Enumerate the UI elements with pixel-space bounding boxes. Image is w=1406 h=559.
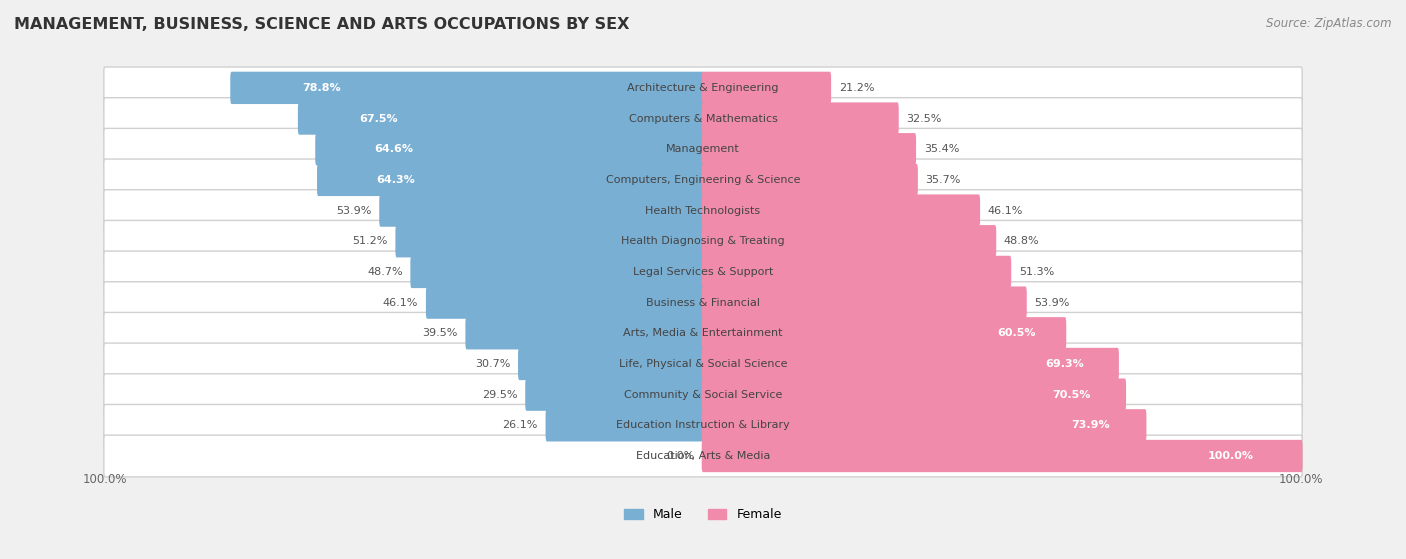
- Text: 53.9%: 53.9%: [1035, 297, 1070, 307]
- Text: 67.5%: 67.5%: [360, 113, 398, 124]
- Text: 26.1%: 26.1%: [502, 420, 538, 430]
- FancyBboxPatch shape: [104, 312, 1302, 354]
- Text: Business & Financial: Business & Financial: [645, 297, 761, 307]
- Text: 48.8%: 48.8%: [1004, 236, 1039, 247]
- Text: 35.7%: 35.7%: [925, 175, 960, 185]
- Text: Arts, Media & Entertainment: Arts, Media & Entertainment: [623, 328, 783, 338]
- Text: Source: ZipAtlas.com: Source: ZipAtlas.com: [1267, 17, 1392, 30]
- FancyBboxPatch shape: [104, 129, 1302, 170]
- FancyBboxPatch shape: [104, 251, 1302, 293]
- FancyBboxPatch shape: [546, 409, 704, 442]
- Text: 30.7%: 30.7%: [475, 359, 510, 369]
- Text: 78.8%: 78.8%: [302, 83, 340, 93]
- FancyBboxPatch shape: [702, 225, 997, 258]
- FancyBboxPatch shape: [702, 286, 1026, 319]
- Text: 48.7%: 48.7%: [367, 267, 402, 277]
- FancyBboxPatch shape: [702, 378, 1126, 411]
- Text: 51.2%: 51.2%: [353, 236, 388, 247]
- FancyBboxPatch shape: [315, 133, 704, 165]
- Text: 64.6%: 64.6%: [374, 144, 413, 154]
- FancyBboxPatch shape: [526, 378, 704, 411]
- Text: 46.1%: 46.1%: [382, 297, 418, 307]
- FancyBboxPatch shape: [104, 67, 1302, 109]
- Text: 64.3%: 64.3%: [375, 175, 415, 185]
- FancyBboxPatch shape: [702, 317, 1066, 349]
- Text: 100.0%: 100.0%: [1279, 472, 1323, 486]
- Text: 100.0%: 100.0%: [83, 472, 127, 486]
- Text: Computers, Engineering & Science: Computers, Engineering & Science: [606, 175, 800, 185]
- FancyBboxPatch shape: [702, 440, 1302, 472]
- FancyBboxPatch shape: [411, 256, 704, 288]
- Text: Community & Social Service: Community & Social Service: [624, 390, 782, 400]
- FancyBboxPatch shape: [380, 195, 704, 227]
- FancyBboxPatch shape: [104, 190, 1302, 231]
- FancyBboxPatch shape: [104, 374, 1302, 415]
- Text: 46.1%: 46.1%: [988, 206, 1024, 216]
- FancyBboxPatch shape: [702, 133, 917, 165]
- Text: 35.4%: 35.4%: [924, 144, 959, 154]
- Text: 0.0%: 0.0%: [666, 451, 695, 461]
- FancyBboxPatch shape: [702, 72, 831, 104]
- FancyBboxPatch shape: [426, 286, 704, 319]
- Text: 70.5%: 70.5%: [1053, 390, 1091, 400]
- FancyBboxPatch shape: [702, 195, 980, 227]
- FancyBboxPatch shape: [316, 164, 704, 196]
- Text: Education Instruction & Library: Education Instruction & Library: [616, 420, 790, 430]
- Text: MANAGEMENT, BUSINESS, SCIENCE AND ARTS OCCUPATIONS BY SEX: MANAGEMENT, BUSINESS, SCIENCE AND ARTS O…: [14, 17, 630, 32]
- FancyBboxPatch shape: [465, 317, 704, 349]
- Text: Health Diagnosing & Treating: Health Diagnosing & Treating: [621, 236, 785, 247]
- FancyBboxPatch shape: [104, 159, 1302, 201]
- FancyBboxPatch shape: [702, 256, 1011, 288]
- Text: 53.9%: 53.9%: [336, 206, 371, 216]
- FancyBboxPatch shape: [104, 220, 1302, 262]
- Text: Legal Services & Support: Legal Services & Support: [633, 267, 773, 277]
- Text: 60.5%: 60.5%: [997, 328, 1036, 338]
- Text: 39.5%: 39.5%: [422, 328, 458, 338]
- FancyBboxPatch shape: [702, 102, 898, 135]
- Text: 32.5%: 32.5%: [907, 113, 942, 124]
- Text: 21.2%: 21.2%: [839, 83, 875, 93]
- FancyBboxPatch shape: [702, 409, 1146, 442]
- Text: Management: Management: [666, 144, 740, 154]
- FancyBboxPatch shape: [702, 164, 918, 196]
- FancyBboxPatch shape: [517, 348, 704, 380]
- Text: Education, Arts & Media: Education, Arts & Media: [636, 451, 770, 461]
- Text: Health Technologists: Health Technologists: [645, 206, 761, 216]
- Text: Architecture & Engineering: Architecture & Engineering: [627, 83, 779, 93]
- FancyBboxPatch shape: [104, 405, 1302, 446]
- Text: 29.5%: 29.5%: [482, 390, 517, 400]
- FancyBboxPatch shape: [702, 348, 1119, 380]
- FancyBboxPatch shape: [395, 225, 704, 258]
- FancyBboxPatch shape: [104, 98, 1302, 139]
- Text: 51.3%: 51.3%: [1019, 267, 1054, 277]
- Text: 100.0%: 100.0%: [1208, 451, 1253, 461]
- FancyBboxPatch shape: [231, 72, 704, 104]
- Text: 73.9%: 73.9%: [1071, 420, 1109, 430]
- Text: Life, Physical & Social Science: Life, Physical & Social Science: [619, 359, 787, 369]
- FancyBboxPatch shape: [104, 343, 1302, 385]
- Legend: Male, Female: Male, Female: [624, 508, 782, 521]
- FancyBboxPatch shape: [104, 282, 1302, 324]
- FancyBboxPatch shape: [298, 102, 704, 135]
- Text: 69.3%: 69.3%: [1046, 359, 1084, 369]
- FancyBboxPatch shape: [104, 435, 1302, 477]
- Text: Computers & Mathematics: Computers & Mathematics: [628, 113, 778, 124]
